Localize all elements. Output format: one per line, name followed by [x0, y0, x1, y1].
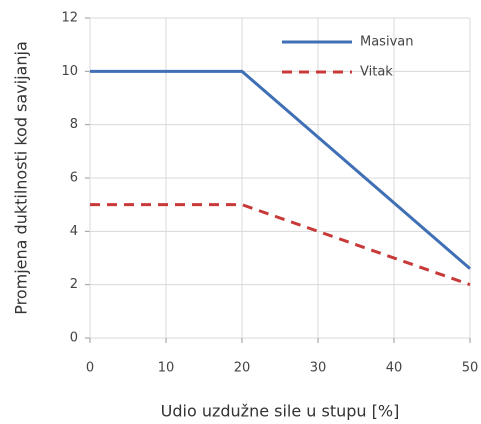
x-tick-label: 20 — [234, 361, 251, 376]
x-tick-label: 30 — [310, 361, 327, 376]
y-tick-label: 12 — [61, 11, 78, 26]
y-tick-label: 2 — [70, 277, 78, 292]
y-axis-title: Promjena duktilnosti kod savijanja — [12, 41, 31, 315]
x-tick-label: 10 — [158, 361, 175, 376]
legend-label: Masivan — [360, 35, 413, 50]
series-line — [90, 203, 471, 287]
y-tick-label: 4 — [70, 224, 78, 239]
y-tick-label: 0 — [70, 331, 78, 346]
x-axis-title: Udio uzdužne sile u stupu [%] — [161, 402, 400, 421]
y-tick-label: 8 — [70, 117, 78, 132]
x-tick-label: 40 — [386, 361, 403, 376]
x-tick-label: 50 — [462, 361, 479, 376]
x-tick-label: 0 — [86, 361, 94, 376]
y-tick-label: 10 — [61, 64, 78, 79]
legend-label: Vitak — [360, 65, 393, 80]
y-tick-label: 6 — [70, 171, 78, 186]
series-line — [90, 69, 471, 270]
